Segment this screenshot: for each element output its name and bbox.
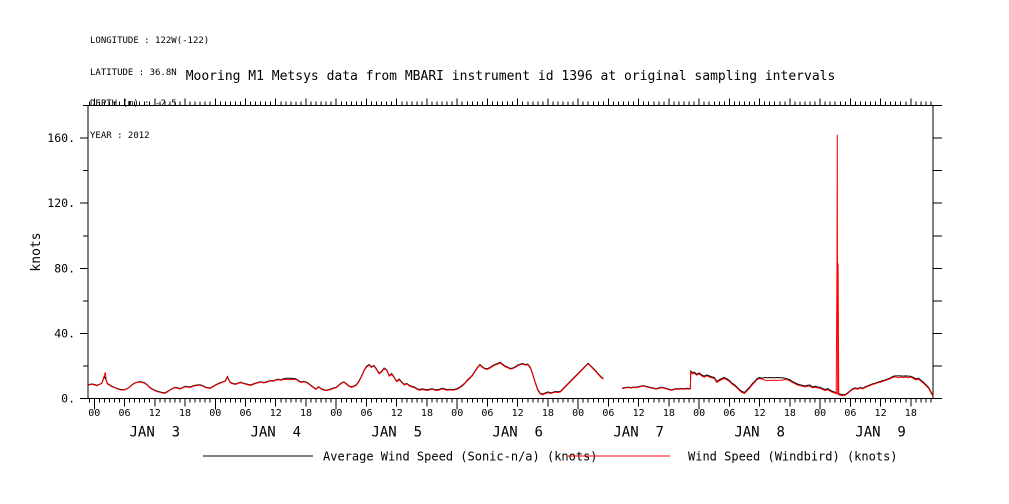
x-day-label: JAN 4 [250, 425, 301, 441]
metadata-line-longitude: LONGITUDE : 122W(-122) [90, 36, 210, 46]
svg-text:0.: 0. [61, 392, 75, 406]
svg-text:12: 12 [149, 408, 161, 419]
svg-text:18: 18 [784, 408, 796, 419]
svg-text:06: 06 [239, 408, 251, 419]
svg-text:80.: 80. [54, 261, 75, 275]
svg-text:06: 06 [723, 408, 735, 419]
svg-text:00: 00 [572, 408, 584, 419]
x-day-label: JAN 3 [129, 425, 180, 441]
svg-text:160.: 160. [47, 131, 75, 145]
svg-text:00: 00 [209, 408, 221, 419]
svg-text:40.: 40. [54, 327, 75, 341]
svg-text:120.: 120. [47, 196, 75, 210]
svg-text:18: 18 [179, 408, 191, 419]
plot-border [87, 104, 934, 400]
legend: Average Wind Speed (Sonic-n/a) (knots) Wi… [203, 450, 898, 464]
svg-text:06: 06 [360, 408, 372, 419]
metadata-block: LONGITUDE : 122W(-122) LATITUDE : 36.8N … [90, 15, 209, 162]
x-axis: 00 06 12 18 00 06 12 18 00 06 12 18 00 06 12 18 00 06 12 18… [88, 98, 932, 441]
svg-text:18: 18 [905, 408, 917, 419]
svg-text:06: 06 [844, 408, 856, 419]
chart-title: Mooring M1 Metsys data from MBARI instru… [185, 69, 836, 84]
y-axis: 0. 40. 80. 120. 160. knots [29, 104, 942, 406]
x-day-label: JAN 9 [855, 425, 906, 441]
svg-text:12: 12 [270, 408, 282, 419]
svg-text:00: 00 [693, 408, 705, 419]
svg-text:12: 12 [391, 408, 403, 419]
svg-text:12: 12 [875, 408, 887, 419]
svg-text:00: 00 [814, 408, 826, 419]
x-day-label: JAN 6 [492, 425, 543, 441]
x-day-label: JAN 5 [371, 425, 422, 441]
svg-text:06: 06 [119, 408, 131, 419]
svg-text:18: 18 [421, 408, 433, 419]
legend-label-sonic: Average Wind Speed (Sonic-n/a) (knots) [323, 450, 598, 464]
svg-text:06: 06 [481, 408, 493, 419]
x-day-label: JAN 7 [613, 425, 664, 441]
svg-text:18: 18 [300, 408, 312, 419]
svg-text:18: 18 [542, 408, 554, 419]
svg-text:00: 00 [330, 408, 342, 419]
svg-text:06: 06 [602, 408, 614, 419]
svg-text:00: 00 [88, 408, 100, 419]
legend-label-windbird: Wind Speed (Windbird) (knots) [688, 450, 898, 464]
metadata-line-depth: DEPTH (m) : -2.5 [90, 99, 177, 109]
metadata-line-year: YEAR : 2012 [90, 130, 150, 141]
svg-text:18: 18 [663, 408, 675, 419]
svg-text:12: 12 [633, 408, 645, 419]
series-sonic-line [88, 361, 934, 397]
y-axis-label: knots [29, 232, 44, 271]
svg-text:00: 00 [451, 408, 463, 419]
svg-text:12: 12 [512, 408, 524, 419]
series-windbird-line [88, 134, 934, 397]
x-day-label: JAN 8 [734, 425, 785, 441]
metadata-line-latitude: LATITUDE : 36.8N [90, 67, 177, 78]
svg-text:12: 12 [754, 408, 766, 419]
